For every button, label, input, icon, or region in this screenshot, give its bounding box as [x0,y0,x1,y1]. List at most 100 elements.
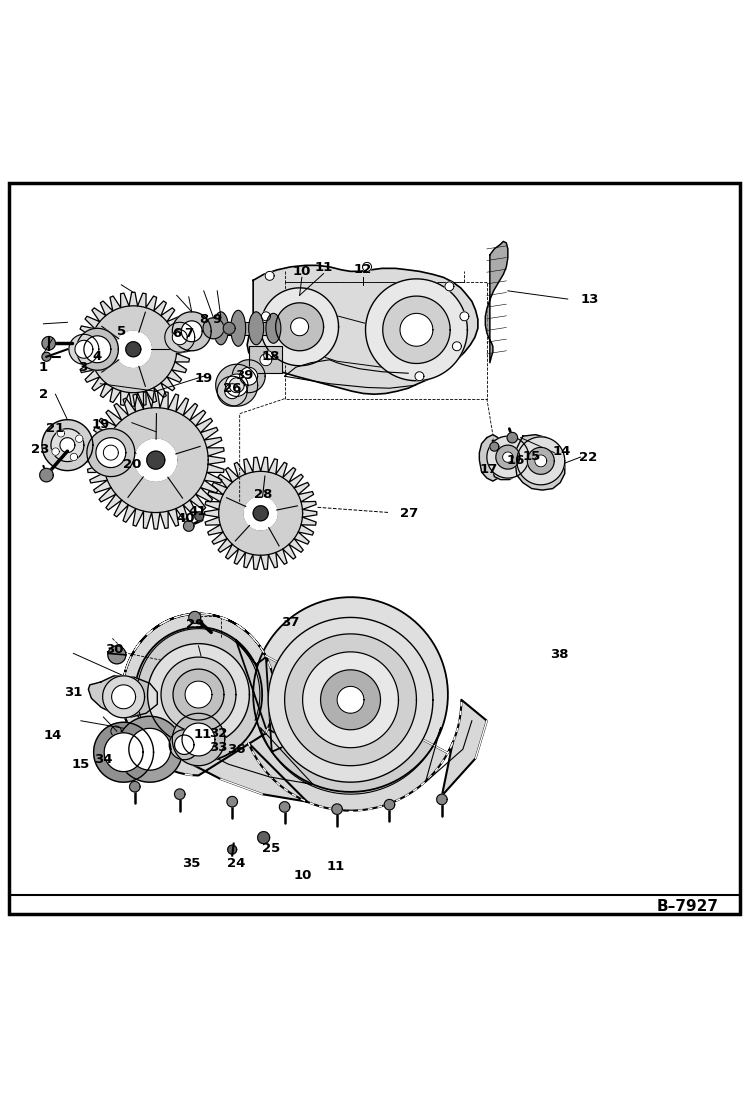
Text: 37: 37 [282,617,300,630]
Polygon shape [515,434,565,490]
Polygon shape [217,376,247,406]
Text: 16: 16 [506,454,524,466]
Text: 25: 25 [262,842,280,856]
Text: 36: 36 [228,743,246,756]
Polygon shape [507,432,518,443]
Polygon shape [96,438,126,467]
Polygon shape [216,364,258,406]
Polygon shape [460,312,469,320]
Text: 10: 10 [294,869,312,882]
Polygon shape [148,644,249,746]
Polygon shape [161,657,236,732]
Polygon shape [219,472,303,555]
Polygon shape [42,352,51,361]
Polygon shape [225,384,240,398]
Text: 5: 5 [117,325,126,338]
Polygon shape [279,802,290,812]
Polygon shape [285,634,416,766]
Polygon shape [165,323,195,352]
Polygon shape [90,306,177,393]
Polygon shape [42,337,55,350]
Polygon shape [147,451,165,470]
Polygon shape [181,320,202,342]
FancyArrow shape [201,321,317,335]
Polygon shape [115,331,151,367]
Text: 23: 23 [31,443,49,456]
Polygon shape [182,723,215,756]
Text: 9: 9 [213,313,222,326]
Polygon shape [84,336,111,363]
Polygon shape [227,796,237,807]
Polygon shape [203,318,224,339]
Text: 11: 11 [327,860,345,872]
Polygon shape [169,730,199,760]
Polygon shape [321,670,380,730]
Polygon shape [383,296,450,363]
Polygon shape [253,506,268,521]
Ellipse shape [213,312,228,344]
Polygon shape [437,794,447,805]
Polygon shape [264,351,273,360]
Polygon shape [175,789,185,800]
Polygon shape [189,611,201,623]
Polygon shape [112,685,136,709]
Text: 11: 11 [315,261,333,274]
Polygon shape [42,420,93,471]
Text: 19: 19 [195,372,213,385]
Polygon shape [184,521,194,531]
Polygon shape [503,452,513,462]
Polygon shape [172,330,187,344]
Polygon shape [260,353,272,365]
Polygon shape [445,282,454,291]
Text: 10: 10 [293,264,311,278]
Polygon shape [228,845,237,855]
Polygon shape [247,265,478,394]
Text: 32: 32 [210,727,228,740]
Text: 6: 6 [172,327,181,340]
Text: 20: 20 [123,459,141,471]
Polygon shape [496,445,520,470]
Polygon shape [108,646,126,664]
Polygon shape [517,437,565,485]
Polygon shape [185,681,212,708]
Polygon shape [57,430,64,437]
Text: B–7927: B–7927 [657,900,719,914]
Text: 14: 14 [43,730,61,743]
Polygon shape [60,438,75,453]
Polygon shape [52,448,59,455]
Polygon shape [485,241,508,363]
Polygon shape [94,722,154,782]
Polygon shape [415,372,424,381]
Polygon shape [76,328,118,370]
Bar [249,347,282,373]
Polygon shape [366,279,467,381]
Polygon shape [76,293,190,406]
Polygon shape [232,360,265,393]
Polygon shape [135,439,177,482]
Polygon shape [527,448,554,474]
Polygon shape [265,271,274,281]
Polygon shape [75,340,93,359]
Text: 12: 12 [354,263,372,276]
Text: 24: 24 [228,858,246,870]
Polygon shape [87,392,225,529]
Polygon shape [129,728,171,770]
Polygon shape [276,303,324,351]
Text: 15: 15 [72,758,90,771]
Polygon shape [229,377,244,393]
Polygon shape [535,455,547,467]
Polygon shape [240,367,258,385]
Polygon shape [70,453,78,461]
Polygon shape [103,445,118,460]
Text: 41: 41 [189,505,207,518]
Polygon shape [452,342,461,351]
Polygon shape [400,314,433,347]
Polygon shape [126,342,141,357]
Polygon shape [76,434,83,442]
Polygon shape [195,512,204,521]
Polygon shape [135,597,448,792]
Polygon shape [88,676,157,717]
Polygon shape [122,613,487,811]
Polygon shape [223,323,235,335]
Text: 33: 33 [210,742,228,755]
